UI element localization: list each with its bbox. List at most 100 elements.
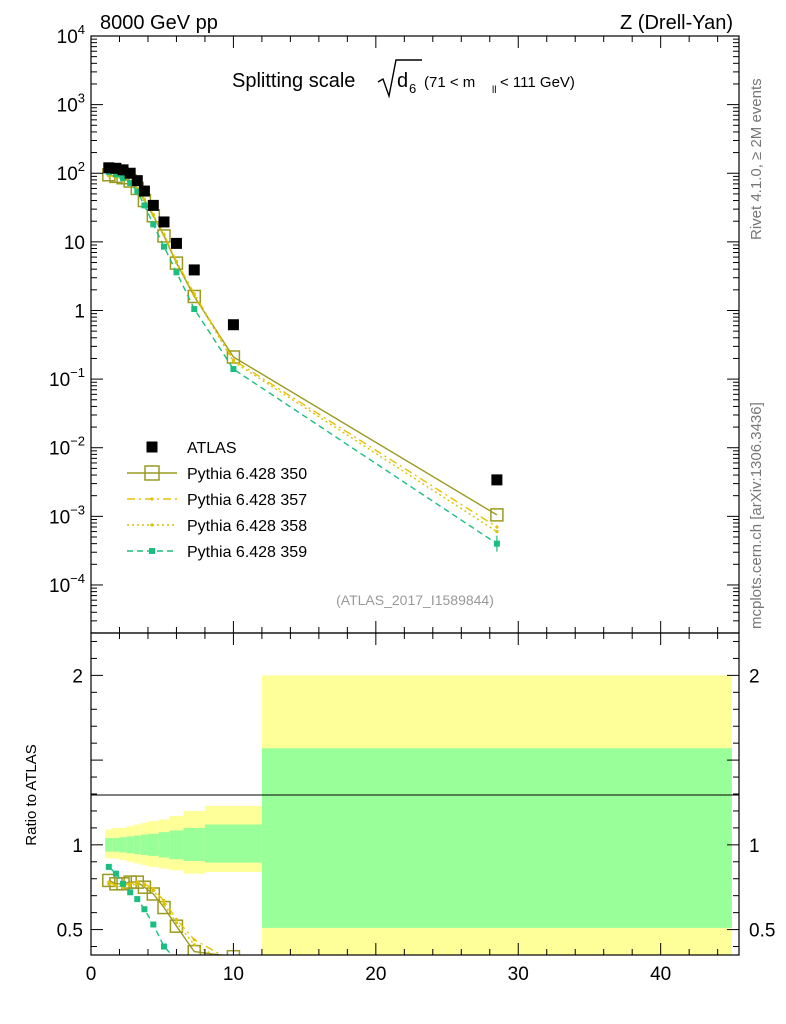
mc-point: [230, 366, 237, 373]
mc-point: [130, 875, 145, 889]
x-tick-label: 20: [365, 964, 386, 985]
data-point: [103, 162, 115, 174]
mc-point: [174, 921, 179, 925]
y-tick-label: 10−3: [49, 502, 85, 528]
mc-point: [114, 883, 118, 888]
legend-label: Pythia 6.428 357: [187, 492, 307, 509]
mc-point: [192, 938, 196, 942]
data-point: [110, 162, 122, 174]
mc-point: [127, 889, 134, 896]
mc-point: [120, 175, 127, 182]
green-band: [261, 748, 732, 928]
ratio-tick-label-right: 1: [749, 836, 760, 857]
legend-label: Pythia 6.428 359: [187, 544, 307, 561]
title-main: Splitting scale: [232, 70, 355, 92]
mc-point: [160, 243, 167, 250]
mc-point: [231, 359, 236, 364]
green-band: [140, 834, 148, 856]
data-point: [131, 175, 143, 187]
mc-point: [157, 229, 171, 243]
mc-point: [160, 943, 167, 950]
rivet-label: Rivet 4.1.0, ≥ 2M events: [748, 78, 765, 240]
green-band: [105, 838, 113, 852]
ratio-tick-label-right: 2: [749, 666, 760, 687]
mc-point: [151, 889, 155, 893]
mc-point: [141, 906, 148, 913]
ratio-tick-label: 1: [72, 836, 83, 857]
mc-point: [149, 548, 155, 554]
mc-point: [490, 508, 504, 522]
mc-point: [134, 896, 141, 903]
header-left: 8000 GeV pp: [100, 12, 218, 34]
data-point: [170, 237, 182, 249]
ratio-series: [102, 863, 241, 955]
legend: ATLAS Pythia 6.428 350 Pythia 6.428 357 Pyt…: [127, 440, 307, 561]
data-point: [124, 167, 136, 179]
title-cut: (71 < m: [424, 74, 475, 91]
title-cut-subscript: ll: [492, 85, 496, 96]
mc-point: [112, 171, 119, 178]
x-tick-label: 30: [508, 964, 529, 985]
y-tick-label: 10−1: [49, 365, 85, 391]
green-band: [169, 830, 184, 860]
x-tick-label: 0: [86, 964, 97, 985]
y-tick-label: 102: [57, 159, 85, 185]
data-point: [138, 185, 150, 197]
data-point: [188, 264, 200, 276]
green-band: [112, 838, 120, 852]
ratio-axis-label: Ratio to ATLAS: [23, 744, 40, 845]
green-band: [158, 832, 170, 858]
mc-point: [142, 198, 147, 202]
mc-point: [162, 899, 166, 903]
data-point: [491, 474, 503, 486]
mc-point: [169, 256, 184, 270]
sqrt-symbol: [377, 59, 422, 99]
mc-point: [150, 921, 157, 928]
green-band: [204, 824, 262, 863]
mc-point: [162, 902, 166, 906]
green-band: [147, 833, 159, 856]
mc-point: [144, 465, 160, 481]
ratio-tick-label: 2: [72, 666, 83, 687]
ratio-tick-label: 0.5: [57, 921, 83, 942]
uncertainty-bands: [105, 675, 732, 955]
mc-point: [134, 188, 141, 195]
mc-point: [192, 943, 196, 947]
y-tick-label: 1: [74, 301, 85, 322]
mc-point: [128, 883, 132, 888]
title-cut-end: < 111 GeV): [500, 74, 575, 91]
header-right: Z (Drell-Yan): [620, 12, 733, 34]
mc-point: [141, 202, 148, 209]
data-point: [227, 319, 239, 331]
mc-point: [173, 269, 180, 276]
legend-label: Pythia 6.428 350: [187, 466, 307, 483]
mc-point: [120, 880, 127, 887]
mc-point: [192, 293, 196, 298]
mc-point: [112, 870, 119, 877]
x-tick-label: 10: [223, 964, 244, 985]
y-tick-label: 103: [57, 91, 85, 117]
mc-point: [107, 882, 111, 886]
mc-point: [142, 883, 147, 888]
mcplots-label: mcplots.cern.ch [arXiv:1306.3436]: [748, 402, 765, 629]
ratio-tick-label-right: 0.5: [749, 921, 775, 942]
data-point: [117, 164, 129, 176]
data-point: [147, 199, 159, 211]
ratio-line: [108, 883, 216, 955]
title-subscript: 6: [409, 81, 416, 96]
x-tick-label: 40: [650, 964, 671, 985]
mc-point: [191, 306, 198, 313]
mc-point: [495, 525, 499, 529]
plot-title: Splitting scale d 6 (71 < m ll < 111 GeV…: [232, 59, 575, 99]
mc-point: [151, 213, 155, 217]
mc-point: [162, 233, 166, 237]
series-line: [108, 175, 498, 533]
mc-point: [135, 882, 139, 886]
green-band: [126, 836, 134, 854]
mc-point: [174, 260, 179, 265]
mc-point: [127, 180, 134, 187]
data-point: [158, 216, 170, 228]
data-point: [146, 441, 158, 453]
